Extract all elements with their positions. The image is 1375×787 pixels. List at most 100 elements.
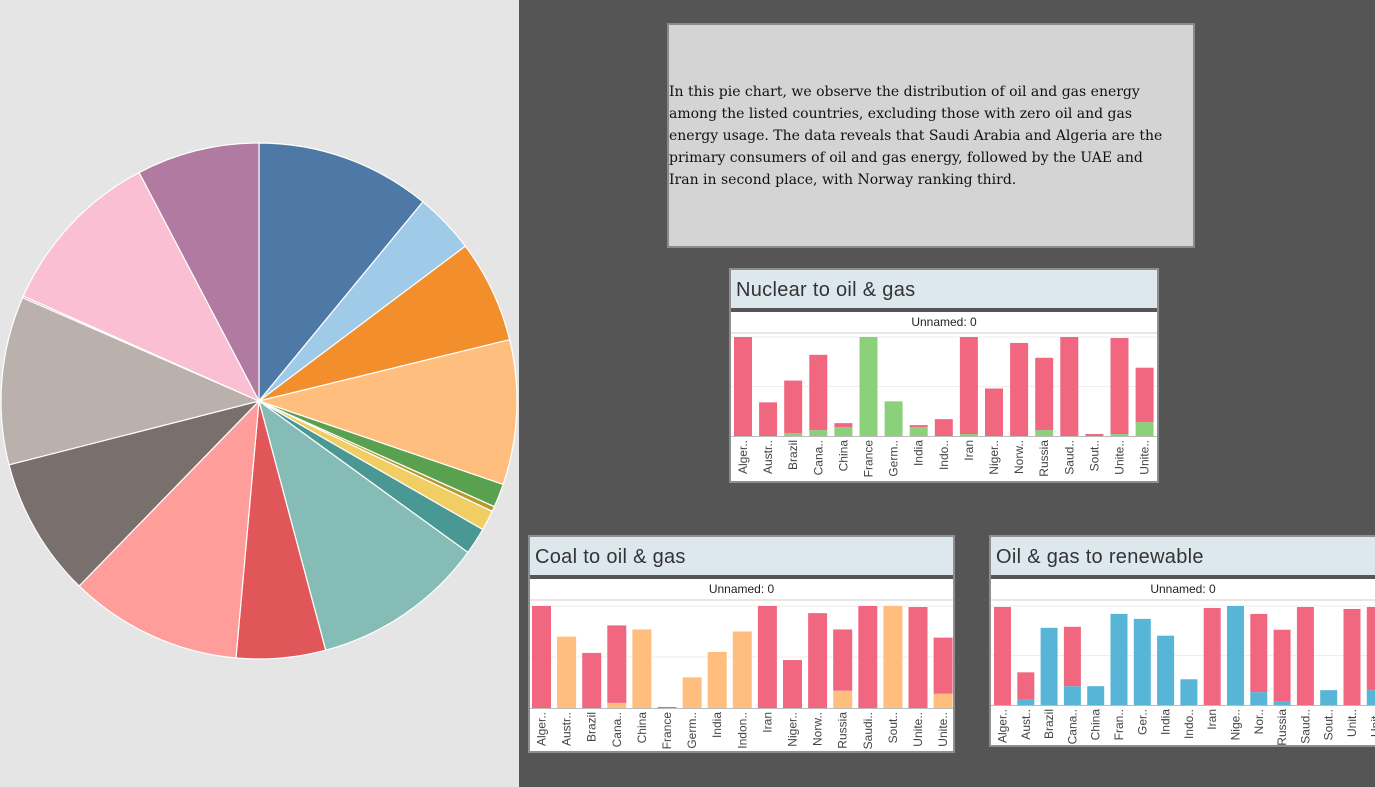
bar-top-3[interactable]	[809, 354, 828, 431]
bar-top-12[interactable]	[1273, 629, 1291, 702]
x-tick-label-13: Saud..	[1298, 709, 1312, 744]
bar-top-9[interactable]	[757, 606, 777, 708]
x-tick-label-16: Unit..	[1368, 709, 1375, 737]
bar-bottom-6[interactable]	[682, 677, 702, 708]
bar-bottom-7[interactable]	[909, 427, 928, 436]
bar-top-10[interactable]	[985, 388, 1003, 436]
panel-title: Nuclear to oil & gas	[731, 270, 1157, 312]
bar-top-1[interactable]	[1017, 672, 1035, 700]
bar-bottom-6[interactable]	[1133, 618, 1151, 705]
bar-bottom-10[interactable]	[1227, 606, 1244, 705]
bar-bottom-14[interactable]	[883, 606, 903, 708]
bar-top-0[interactable]	[532, 606, 551, 708]
bar-top-7[interactable]	[909, 425, 928, 428]
bar-top-9[interactable]	[1203, 607, 1221, 705]
chart-subtitle: Unnamed: 0	[1150, 582, 1216, 596]
bar-top-11[interactable]	[808, 613, 828, 708]
bar-top-12[interactable]	[1035, 357, 1054, 431]
x-tick-label-1: Aust..	[1019, 709, 1033, 740]
bar-top-0[interactable]	[994, 606, 1011, 705]
bar-bottom-15[interactable]	[1110, 434, 1129, 436]
bar-top-15[interactable]	[908, 607, 928, 708]
pie-slice-8[interactable]	[257, 399, 469, 651]
chart-subtitle: Unnamed: 0	[911, 315, 977, 329]
pie-slice-15[interactable]	[138, 142, 260, 402]
x-tick-label-7: India	[710, 712, 724, 738]
bar-top-2[interactable]	[582, 652, 602, 708]
x-tick-label-12: Russia	[1037, 440, 1051, 477]
bar-top-1[interactable]	[759, 402, 778, 436]
bar-bottom-4[interactable]	[834, 427, 853, 436]
bar-top-14[interactable]	[1085, 434, 1104, 436]
bar-bottom-5[interactable]	[859, 337, 878, 436]
bar-bottom-2[interactable]	[1040, 627, 1058, 705]
bar-bottom-12[interactable]	[833, 690, 853, 708]
bar-bottom-1[interactable]	[1017, 699, 1035, 705]
bar-top-8[interactable]	[934, 419, 953, 436]
nuclear-bar-chart: Unnamed: 0 Alger.. Austr.. Brazil Cana.. Chin…	[731, 315, 1157, 477]
bar-bottom-3[interactable]	[1063, 686, 1081, 705]
x-tick-label-15: Unite..	[1113, 440, 1127, 475]
bar-bottom-4[interactable]	[1087, 686, 1105, 705]
bar-top-4[interactable]	[834, 423, 853, 428]
x-tick-label-10: Niger..	[987, 440, 1001, 475]
bar-top-11[interactable]	[1250, 613, 1268, 693]
bar-top-13[interactable]	[858, 606, 878, 708]
bar-bottom-4[interactable]	[632, 629, 652, 708]
bar-top-3[interactable]	[1063, 626, 1081, 687]
bar-bottom-3[interactable]	[809, 430, 828, 436]
bar-top-16[interactable]	[933, 637, 953, 694]
bar-bottom-9[interactable]	[959, 434, 978, 436]
bar-top-9[interactable]	[959, 337, 978, 435]
panel-title: Coal to oil & gas	[530, 537, 953, 579]
bar-bottom-12[interactable]	[1273, 701, 1291, 705]
bar-bottom-16[interactable]	[1135, 422, 1154, 436]
bar-top-15[interactable]	[1110, 337, 1129, 435]
bar-bottom-2[interactable]	[784, 433, 803, 436]
nuclear-to-oil-gas-panel: Nuclear to oil & gas Unnamed: 0 Alger.. Au…	[729, 268, 1159, 483]
bar-bottom-14[interactable]	[1320, 690, 1338, 705]
description-text: In this pie chart, we observe the distri…	[669, 83, 1163, 188]
pie-slice-0[interactable]	[258, 142, 424, 403]
bar-top-15[interactable]	[1343, 608, 1361, 705]
bar-top-11[interactable]	[1010, 342, 1029, 436]
bar-bottom-16[interactable]	[1366, 690, 1375, 705]
x-tick-label-3: Cana..	[610, 712, 624, 747]
x-tick-label-4: China	[635, 712, 649, 744]
bar-bottom-1[interactable]	[557, 636, 577, 708]
bar-bottom-16[interactable]	[933, 693, 953, 708]
bar-bottom-12[interactable]	[1035, 430, 1054, 436]
bar-top-13[interactable]	[1296, 606, 1314, 705]
x-tick-label-1: Austr..	[560, 712, 574, 746]
bar-bottom-6[interactable]	[884, 401, 903, 436]
bar-bottom-5[interactable]	[1110, 613, 1128, 705]
x-tick-label-12: Russia	[1275, 709, 1289, 745]
bar-bottom-8[interactable]	[732, 631, 752, 709]
bar-bottom-8[interactable]	[1180, 679, 1198, 705]
chart-subtitle: Unnamed: 0	[709, 582, 775, 596]
x-tick-label-4: China	[1089, 709, 1103, 741]
x-tick-label-16: Unite..	[936, 712, 950, 747]
bar-bottom-11[interactable]	[1250, 692, 1268, 705]
pie-slice-10[interactable]	[78, 399, 260, 659]
x-tick-label-10: Nige..	[1229, 709, 1243, 740]
bar-bottom-3[interactable]	[607, 702, 627, 708]
bar-top-2[interactable]	[784, 380, 803, 434]
pie-slice-12[interactable]	[0, 296, 261, 466]
bar-top-10[interactable]	[783, 660, 802, 708]
bar-bottom-7[interactable]	[1157, 635, 1175, 705]
bar-top-16[interactable]	[1366, 606, 1375, 691]
pie-slice-14[interactable]	[22, 171, 261, 403]
bar-bottom-7[interactable]	[707, 651, 727, 708]
bar-top-0[interactable]	[734, 337, 752, 436]
bar-top-13[interactable]	[1060, 337, 1079, 436]
bar-top-16[interactable]	[1135, 367, 1154, 423]
x-tick-label-11: Norw..	[811, 712, 825, 746]
pie-slice-11[interactable]	[8, 399, 261, 587]
x-tick-label-2: Brazil	[585, 712, 599, 742]
bar-top-12[interactable]	[833, 629, 853, 691]
pie-slice-3[interactable]	[256, 338, 518, 486]
x-tick-label-2: Brazil	[1042, 709, 1056, 739]
bar-top-3[interactable]	[607, 625, 627, 703]
bar-top-5[interactable]	[657, 706, 677, 708]
